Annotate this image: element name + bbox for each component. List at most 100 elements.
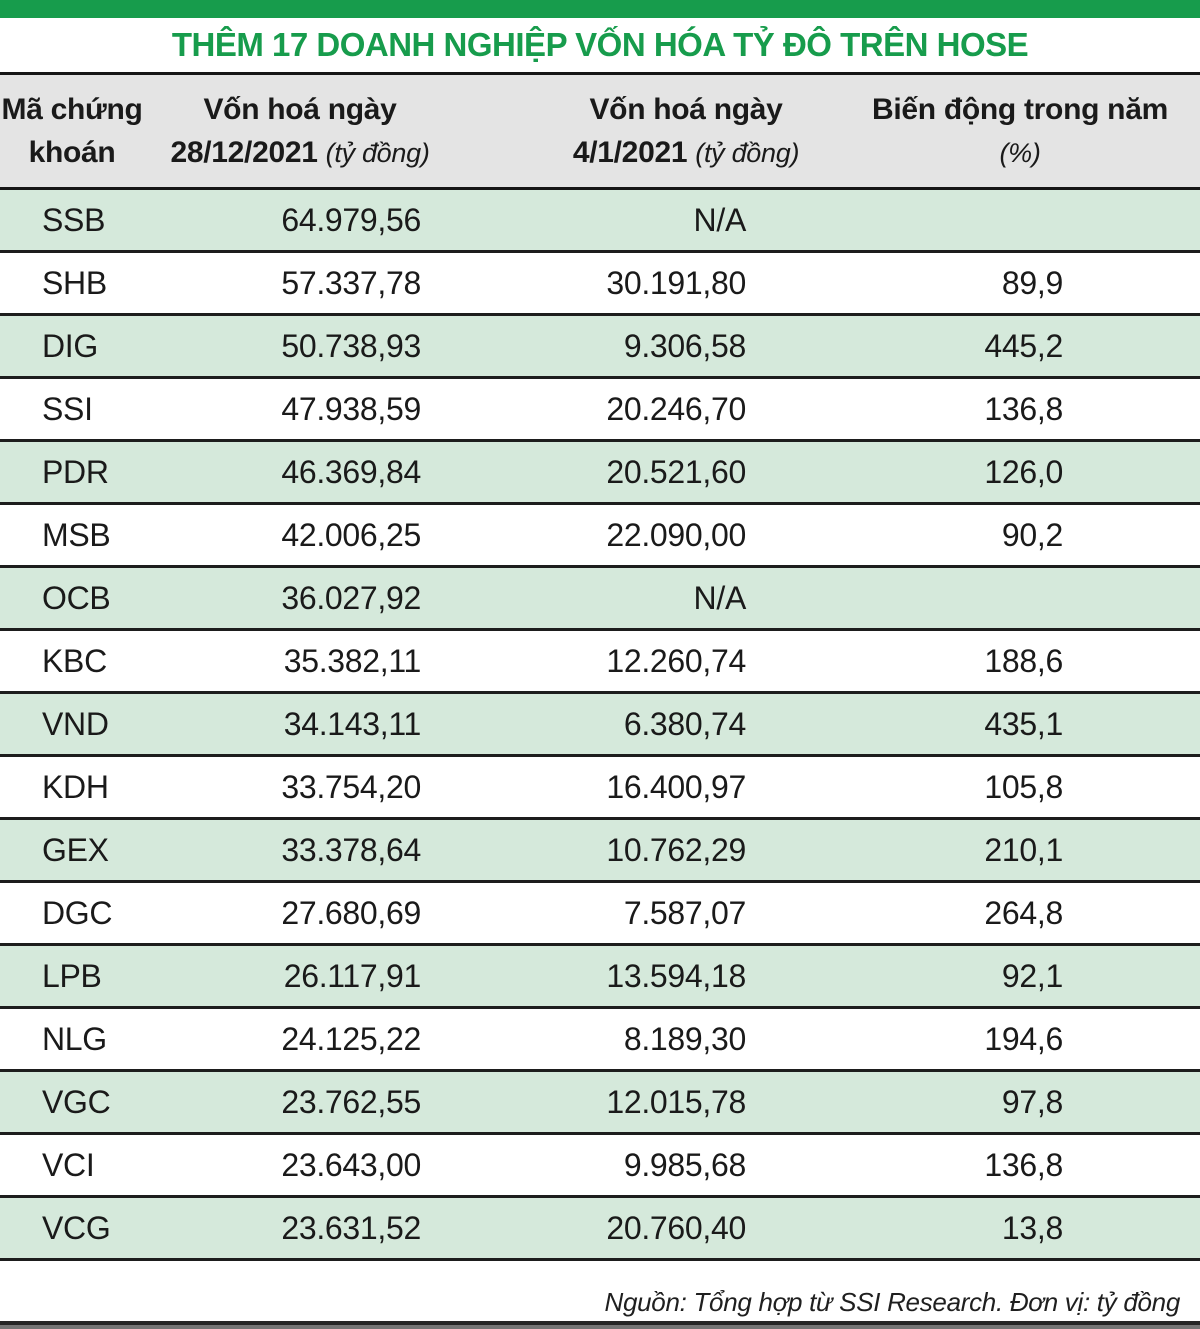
col-header-line: 28/12/2021 (tỷ đồng)	[155, 131, 445, 175]
cell-cap-dec-2021: 64.979,56	[170, 188, 460, 252]
cell-change-pct: 105,8	[790, 754, 1200, 819]
cell-change-pct: 92,1	[790, 943, 1200, 1008]
cell-cap-jan-2021: 30.191,80	[460, 250, 790, 315]
cell-cap-jan-2021: 13.594,18	[460, 943, 790, 1008]
table-body: SSB 64.979,56 N/A SHB 57.337,78 30.191,8…	[0, 188, 1200, 1261]
cell-cap-dec-2021: 26.117,91	[170, 943, 460, 1008]
table-row: VCI 23.643,00 9.985,68 136,8	[0, 1132, 1200, 1197]
cell-cap-jan-2021: 12.015,78	[460, 1069, 790, 1134]
cell-stock-code: VCG	[0, 1195, 170, 1261]
cell-cap-dec-2021: 47.938,59	[170, 376, 460, 441]
cell-cap-dec-2021: 33.754,20	[170, 754, 460, 819]
table-row: LPB 26.117,91 13.594,18 92,1	[0, 943, 1200, 1008]
cell-cap-jan-2021: 7.587,07	[460, 880, 790, 945]
cell-cap-jan-2021: 16.400,97	[460, 754, 790, 819]
cell-change-pct: 97,8	[790, 1069, 1200, 1134]
cell-cap-jan-2021: 20.760,40	[460, 1195, 790, 1261]
cell-cap-jan-2021: 6.380,74	[460, 691, 790, 756]
bottom-bar-grey-line	[0, 1325, 1200, 1329]
cell-stock-code: SHB	[0, 250, 170, 315]
cell-cap-jan-2021: N/A	[460, 188, 790, 252]
market-cap-table: Mã chứng khoán Vốn hoá ngày 28/12/2021 (…	[0, 75, 1200, 1261]
cell-change-pct: 13,8	[790, 1195, 1200, 1261]
cell-cap-dec-2021: 23.643,00	[170, 1132, 460, 1197]
bottom-bar-dark-line	[0, 1321, 1200, 1325]
cell-cap-jan-2021: 12.260,74	[460, 628, 790, 693]
cell-stock-code: SSI	[0, 376, 170, 441]
cell-change-pct: 194,6	[790, 1006, 1200, 1071]
cell-cap-jan-2021: 10.762,29	[460, 817, 790, 882]
table-row: PDR 46.369,84 20.521,60 126,0	[0, 439, 1200, 504]
col-header-unit: (tỷ đồng)	[695, 138, 800, 168]
col-header-line: Biến động trong năm	[872, 92, 1168, 126]
cell-change-pct: 136,8	[790, 1132, 1200, 1197]
cell-stock-code: GEX	[0, 817, 170, 882]
table-row: KBC 35.382,11 12.260,74 188,6	[0, 628, 1200, 693]
table-row: SHB 57.337,78 30.191,80 89,9	[0, 250, 1200, 315]
table-row: DGC 27.680,69 7.587,07 264,8	[0, 880, 1200, 945]
cell-change-pct	[790, 188, 1200, 252]
cell-cap-jan-2021: 8.189,30	[460, 1006, 790, 1071]
cell-cap-dec-2021: 57.337,78	[170, 250, 460, 315]
table-header-row: Mã chứng khoán Vốn hoá ngày 28/12/2021 (…	[0, 75, 1200, 190]
cell-cap-jan-2021: 9.985,68	[460, 1132, 790, 1197]
top-accent-bar	[0, 0, 1200, 18]
cell-change-pct	[790, 565, 1200, 630]
cell-change-pct: 90,2	[790, 502, 1200, 567]
cell-cap-dec-2021: 24.125,22	[170, 1006, 460, 1071]
bottom-bar	[0, 1321, 1200, 1329]
col-header-date: 4/1/2021	[572, 136, 688, 169]
col-header-line: (%)	[815, 131, 1200, 175]
cell-change-pct: 445,2	[790, 313, 1200, 378]
cell-stock-code: KBC	[0, 628, 170, 693]
cell-stock-code: NLG	[0, 1006, 170, 1071]
col-header-line: 4/1/2021 (tỷ đồng)	[521, 131, 851, 175]
cell-cap-dec-2021: 23.631,52	[170, 1195, 460, 1261]
col-header-stock-code: Mã chứng khoán	[0, 75, 170, 190]
cell-change-pct: 89,9	[790, 250, 1200, 315]
table-row: KDH 33.754,20 16.400,97 105,8	[0, 754, 1200, 819]
cell-stock-code: VGC	[0, 1069, 170, 1134]
cell-cap-jan-2021: 22.090,00	[460, 502, 790, 567]
table-row: DIG 50.738,93 9.306,58 445,2	[0, 313, 1200, 378]
col-header-unit: (%)	[999, 138, 1041, 168]
cell-stock-code: VCI	[0, 1132, 170, 1197]
cell-cap-dec-2021: 23.762,55	[170, 1069, 460, 1134]
table-row: SSI 47.938,59 20.246,70 136,8	[0, 376, 1200, 441]
cell-stock-code: MSB	[0, 502, 170, 567]
cell-stock-code: KDH	[0, 754, 170, 819]
col-header-line: khoán	[28, 136, 116, 169]
cell-cap-dec-2021: 27.680,69	[170, 880, 460, 945]
cell-cap-jan-2021: 9.306,58	[460, 313, 790, 378]
col-header-date: 28/12/2021	[170, 136, 318, 169]
cell-stock-code: LPB	[0, 943, 170, 1008]
cell-cap-jan-2021: 20.521,60	[460, 439, 790, 504]
cell-change-pct: 210,1	[790, 817, 1200, 882]
table-row: VCG 23.631,52 20.760,40 13,8	[0, 1195, 1200, 1261]
col-header-line: Mã chứng	[1, 92, 143, 126]
cell-stock-code: OCB	[0, 565, 170, 630]
cell-change-pct: 188,6	[790, 628, 1200, 693]
table-row: NLG 24.125,22 8.189,30 194,6	[0, 1006, 1200, 1071]
col-header-line: Vốn hoá ngày	[589, 92, 783, 126]
table-row: VND 34.143,11 6.380,74 435,1	[0, 691, 1200, 756]
cell-change-pct: 435,1	[790, 691, 1200, 756]
cell-cap-dec-2021: 34.143,11	[170, 691, 460, 756]
cell-stock-code: DIG	[0, 313, 170, 378]
col-header-change-pct: Biến động trong năm (%)	[790, 75, 1200, 190]
cell-cap-dec-2021: 36.027,92	[170, 565, 460, 630]
cell-stock-code: SSB	[0, 188, 170, 252]
table-row: GEX 33.378,64 10.762,29 210,1	[0, 817, 1200, 882]
col-header-cap-dec-2021: Vốn hoá ngày 28/12/2021 (tỷ đồng)	[170, 75, 460, 190]
cell-cap-dec-2021: 42.006,25	[170, 502, 460, 567]
cell-cap-jan-2021: 20.246,70	[460, 376, 790, 441]
cell-change-pct: 264,8	[790, 880, 1200, 945]
col-header-cap-jan-2021: Vốn hoá ngày 4/1/2021 (tỷ đồng)	[460, 75, 799, 190]
chart-title: THÊM 17 DOANH NGHIỆP VỐN HÓA TỶ ĐÔ TRÊN …	[171, 26, 1029, 63]
cell-stock-code: PDR	[0, 439, 170, 504]
table-row: OCB 36.027,92 N/A	[0, 565, 1200, 630]
cell-cap-dec-2021: 46.369,84	[170, 439, 460, 504]
title-block: THÊM 17 DOANH NGHIỆP VỐN HÓA TỶ ĐÔ TRÊN …	[0, 18, 1200, 75]
cell-stock-code: VND	[0, 691, 170, 756]
